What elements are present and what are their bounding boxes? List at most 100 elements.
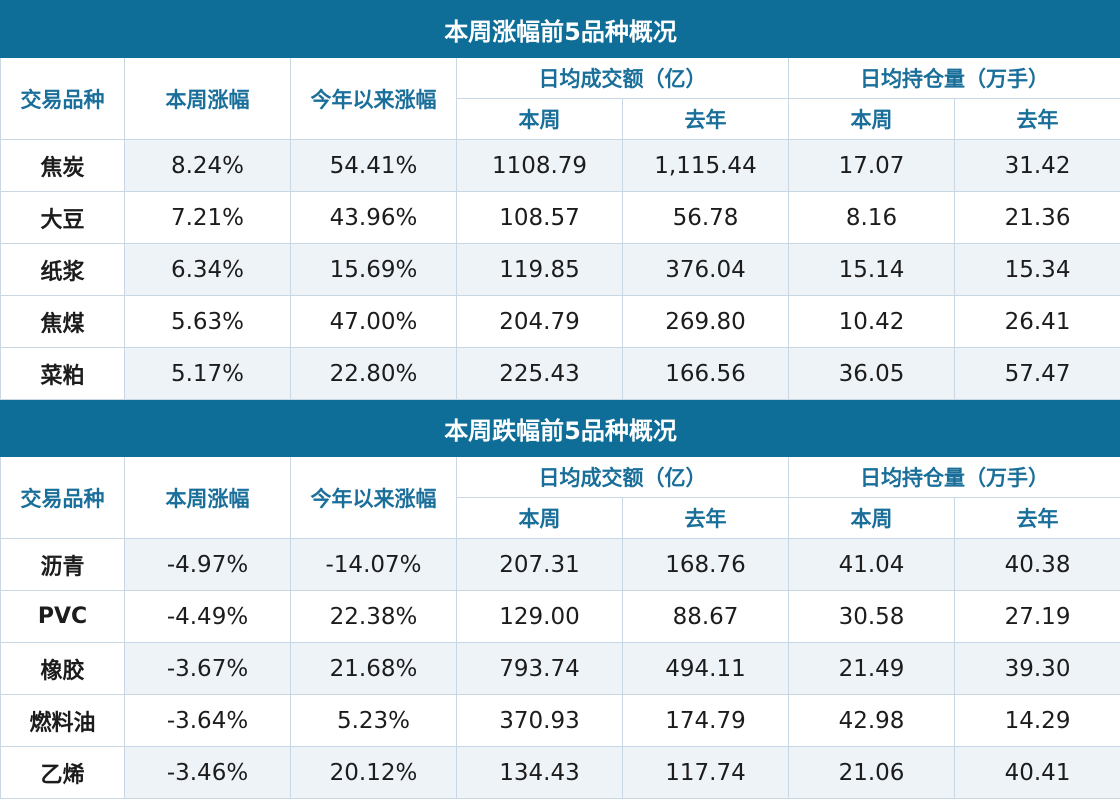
table-row: PVC -4.49% 22.38% 129.00 88.67 30.58 27.19	[0, 590, 1120, 643]
turnover-week-cell: 207.31	[456, 538, 623, 591]
week-change-cell: 7.21%	[124, 191, 291, 244]
week-change-cell: 6.34%	[124, 243, 291, 296]
col-header-name: 交易品种	[0, 57, 125, 140]
gainers-header-row: 交易品种 本周涨幅 今年以来涨幅 日均成交额（亿） 日均持仓量（万手）	[0, 57, 1120, 140]
week-change-cell: 5.17%	[124, 347, 291, 400]
table-row: 沥青 -4.97% -14.07% 207.31 168.76 41.04 40.38	[0, 538, 1120, 591]
col-subheader-this-week: 本周	[456, 98, 623, 140]
commodity-name: 燃料油	[0, 694, 125, 747]
commodity-name: 菜粕	[0, 347, 125, 400]
open-interest-lastyear-cell: 57.47	[953, 347, 1120, 400]
open-interest-week-cell: 21.49	[788, 642, 955, 695]
gainers-title: 本周涨幅前5品种概况	[0, 0, 1120, 58]
gainers-subheader-row: 本周 去年 本周 去年	[1, 98, 1120, 140]
turnover-week-cell: 119.85	[456, 243, 623, 296]
open-interest-lastyear-cell: 39.30	[953, 642, 1120, 695]
losers-title: 本周跌幅前5品种概况	[0, 399, 1120, 457]
ytd-change-cell: 22.80%	[290, 347, 457, 400]
col-header-avg-open-interest: 日均持仓量（万手）	[787, 57, 1120, 99]
week-change-cell: 5.63%	[124, 295, 291, 348]
col-subheader-last-year: 去年	[953, 497, 1120, 539]
commodity-name: 乙烯	[0, 746, 125, 799]
col-subheader-last-year: 去年	[622, 98, 789, 140]
col-header-avg-open-interest: 日均持仓量（万手）	[787, 456, 1120, 498]
col-header-week-change: 本周涨幅	[124, 456, 291, 539]
open-interest-week-cell: 30.58	[788, 590, 955, 643]
open-interest-week-cell: 15.14	[788, 243, 955, 296]
commodity-name: 沥青	[0, 538, 125, 591]
ytd-change-cell: 21.68%	[290, 642, 457, 695]
ytd-change-cell: 15.69%	[290, 243, 457, 296]
open-interest-week-cell: 17.07	[788, 139, 955, 192]
table-row: 焦煤 5.63% 47.00% 204.79 269.80 10.42 26.41	[0, 295, 1120, 348]
open-interest-week-cell: 10.42	[788, 295, 955, 348]
open-interest-lastyear-cell: 40.38	[953, 538, 1120, 591]
ytd-change-cell: -14.07%	[290, 538, 457, 591]
open-interest-lastyear-cell: 31.42	[953, 139, 1120, 192]
week-change-cell: -4.49%	[124, 590, 291, 643]
week-change-cell: -3.67%	[124, 642, 291, 695]
commodity-name: PVC	[0, 590, 125, 643]
week-change-cell: 8.24%	[124, 139, 291, 192]
open-interest-lastyear-cell: 40.41	[953, 746, 1120, 799]
turnover-week-cell: 370.93	[456, 694, 623, 747]
turnover-lastyear-cell: 168.76	[622, 538, 789, 591]
col-header-avg-turnover: 日均成交额（亿）	[456, 57, 789, 99]
ytd-change-cell: 22.38%	[290, 590, 457, 643]
turnover-lastyear-cell: 494.11	[622, 642, 789, 695]
open-interest-lastyear-cell: 15.34	[953, 243, 1120, 296]
col-subheader-last-year: 去年	[622, 497, 789, 539]
col-header-ytd-change: 今年以来涨幅	[290, 57, 457, 140]
open-interest-lastyear-cell: 27.19	[953, 590, 1120, 643]
turnover-lastyear-cell: 166.56	[622, 347, 789, 400]
commodity-name: 焦煤	[0, 295, 125, 348]
table-row: 乙烯 -3.46% 20.12% 134.43 117.74 21.06 40.41	[0, 746, 1120, 799]
turnover-week-cell: 129.00	[456, 590, 623, 643]
open-interest-week-cell: 36.05	[788, 347, 955, 400]
week-change-cell: -3.46%	[124, 746, 291, 799]
turnover-week-cell: 204.79	[456, 295, 623, 348]
turnover-lastyear-cell: 269.80	[622, 295, 789, 348]
table-row: 燃料油 -3.64% 5.23% 370.93 174.79 42.98 14.29	[0, 694, 1120, 747]
ytd-change-cell: 54.41%	[290, 139, 457, 192]
col-subheader-this-week: 本周	[788, 98, 955, 140]
losers-header-row: 交易品种 本周涨幅 今年以来涨幅 日均成交额（亿） 日均持仓量（万手）	[0, 456, 1120, 539]
open-interest-lastyear-cell: 21.36	[953, 191, 1120, 244]
open-interest-week-cell: 42.98	[788, 694, 955, 747]
table-row: 纸浆 6.34% 15.69% 119.85 376.04 15.14 15.34	[0, 243, 1120, 296]
commodity-name: 橡胶	[0, 642, 125, 695]
turnover-week-cell: 134.43	[456, 746, 623, 799]
open-interest-week-cell: 41.04	[788, 538, 955, 591]
commodity-name: 焦炭	[0, 139, 125, 192]
turnover-week-cell: 1108.79	[456, 139, 623, 192]
table-row: 菜粕 5.17% 22.80% 225.43 166.56 36.05 57.47	[0, 347, 1120, 400]
col-header-ytd-change: 今年以来涨幅	[290, 456, 457, 539]
losers-title-row: 本周跌幅前5品种概况	[0, 399, 1120, 457]
table-row: 橡胶 -3.67% 21.68% 793.74 494.11 21.49 39.30	[0, 642, 1120, 695]
col-header-name: 交易品种	[0, 456, 125, 539]
open-interest-week-cell: 8.16	[788, 191, 955, 244]
turnover-lastyear-cell: 174.79	[622, 694, 789, 747]
commodity-name: 纸浆	[0, 243, 125, 296]
turnover-lastyear-cell: 56.78	[622, 191, 789, 244]
open-interest-lastyear-cell: 26.41	[953, 295, 1120, 348]
open-interest-week-cell: 21.06	[788, 746, 955, 799]
turnover-lastyear-cell: 1,115.44	[622, 139, 789, 192]
commodity-name: 大豆	[0, 191, 125, 244]
open-interest-lastyear-cell: 14.29	[953, 694, 1120, 747]
col-subheader-this-week: 本周	[788, 497, 955, 539]
week-change-cell: -3.64%	[124, 694, 291, 747]
ytd-change-cell: 5.23%	[290, 694, 457, 747]
turnover-lastyear-cell: 376.04	[622, 243, 789, 296]
gainers-title-row: 本周涨幅前5品种概况	[0, 0, 1120, 58]
turnover-lastyear-cell: 117.74	[622, 746, 789, 799]
table-row: 焦炭 8.24% 54.41% 1108.79 1,115.44 17.07 31.42	[0, 139, 1120, 192]
ytd-change-cell: 43.96%	[290, 191, 457, 244]
turnover-week-cell: 225.43	[456, 347, 623, 400]
ytd-change-cell: 47.00%	[290, 295, 457, 348]
col-subheader-this-week: 本周	[456, 497, 623, 539]
turnover-week-cell: 793.74	[456, 642, 623, 695]
